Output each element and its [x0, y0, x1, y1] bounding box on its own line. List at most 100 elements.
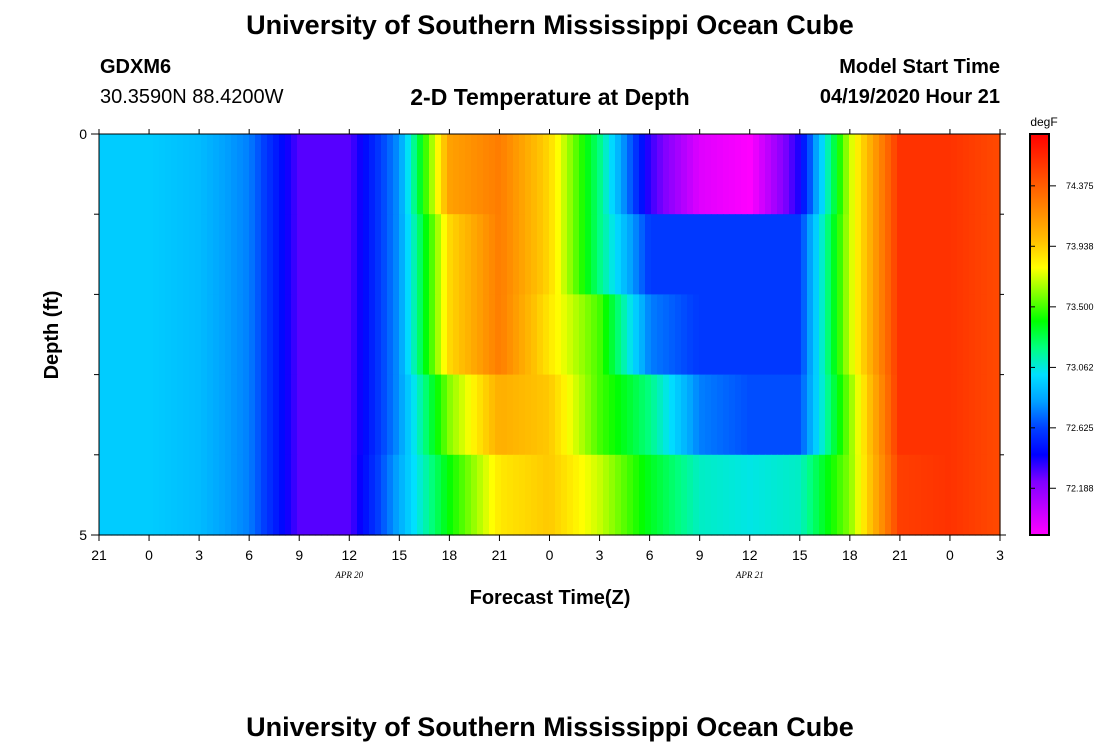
- heatmap-cell: [927, 294, 934, 376]
- heatmap-cell: [615, 454, 622, 536]
- heatmap-cell: [651, 134, 658, 215]
- heatmap-cell: [447, 214, 454, 295]
- heatmap-cell: [681, 134, 688, 215]
- heatmap-cell: [453, 374, 460, 456]
- heatmap-cell: [699, 454, 706, 536]
- model-start-time: 04/19/2020 Hour 21: [819, 86, 1000, 108]
- heatmap-cell: [537, 374, 544, 456]
- heatmap-cell: [561, 214, 568, 295]
- heatmap-cell: [273, 134, 280, 215]
- heatmap-cell: [987, 454, 994, 536]
- heatmap-cell: [627, 134, 634, 215]
- heatmap-cell: [453, 214, 460, 295]
- heatmap-cell: [849, 134, 856, 215]
- heatmap-cell: [99, 374, 106, 456]
- heatmap-cell: [501, 134, 508, 215]
- heatmap-cell: [513, 214, 520, 295]
- heatmap-cell: [891, 134, 898, 215]
- heatmap-cell: [435, 214, 442, 295]
- heatmap-cell: [783, 454, 790, 536]
- heatmap-cell: [867, 374, 874, 456]
- heatmap-cell: [849, 374, 856, 456]
- heatmap-cell: [471, 374, 478, 456]
- heatmap-cell: [687, 214, 694, 295]
- heatmap-cell: [525, 374, 532, 456]
- heatmap-cell: [741, 374, 748, 456]
- heatmap-cell: [555, 374, 562, 456]
- heatmap-cell: [927, 214, 934, 295]
- heatmap-cell: [879, 374, 886, 456]
- heatmap-cell: [297, 374, 304, 456]
- heatmap-cell: [897, 454, 904, 536]
- heatmap-cell: [381, 294, 388, 376]
- station-id: GDXM6: [100, 56, 172, 78]
- heatmap-cell: [513, 454, 520, 536]
- heatmap-cell: [393, 214, 400, 295]
- heatmap-cell: [609, 214, 616, 295]
- heatmap-cell: [891, 294, 898, 376]
- heatmap-cell: [801, 374, 808, 456]
- heatmap-cell: [321, 454, 328, 536]
- x-tick-label: 21: [91, 547, 107, 563]
- heatmap-cell: [813, 454, 820, 536]
- y-tick-label: 5: [79, 527, 87, 543]
- x-tick-label: 6: [245, 547, 253, 563]
- heatmap-cell: [537, 214, 544, 295]
- heatmap-cell: [903, 454, 910, 536]
- heatmap-cell: [897, 374, 904, 456]
- heatmap-cell: [975, 294, 982, 376]
- heatmap-cell: [129, 134, 136, 215]
- heatmap-cell: [777, 134, 784, 215]
- heatmap-cell: [423, 374, 430, 456]
- heatmap-cell: [165, 214, 172, 295]
- heatmap-cell: [321, 214, 328, 295]
- heatmap-cell: [141, 294, 148, 376]
- heatmap-cell: [663, 374, 670, 456]
- heatmap-cell: [363, 134, 370, 215]
- y-tick-label: 0: [79, 126, 87, 142]
- heatmap-cell: [213, 454, 220, 536]
- heatmap-cell: [729, 134, 736, 215]
- heatmap-cell: [561, 374, 568, 456]
- heatmap-cell: [153, 374, 160, 456]
- heatmap-cell: [381, 374, 388, 456]
- heatmap-cell: [717, 294, 724, 376]
- heatmap-cell: [855, 134, 862, 215]
- heatmap-cell: [393, 454, 400, 536]
- heatmap-cell: [345, 294, 352, 376]
- heatmap-cell: [549, 454, 556, 536]
- heatmap-cell: [387, 134, 394, 215]
- heatmap-cell: [627, 214, 634, 295]
- heatmap-cell: [615, 294, 622, 376]
- heatmap-cell: [843, 454, 850, 536]
- heatmap-cell: [339, 134, 346, 215]
- heatmap-cell: [303, 214, 310, 295]
- heatmap-cell: [753, 454, 760, 536]
- heatmap-cell: [135, 294, 142, 376]
- heatmap-cell: [561, 294, 568, 376]
- heatmap-cell: [909, 294, 916, 376]
- heatmap-cell: [483, 134, 490, 215]
- x-date-label: APR 20: [334, 570, 363, 580]
- heatmap-cell: [327, 294, 334, 376]
- heatmap-cell: [555, 294, 562, 376]
- heatmap-cell: [609, 294, 616, 376]
- colorbar-tick-label: 74.375: [1066, 181, 1094, 191]
- heatmap-cell: [615, 134, 622, 215]
- heatmap-cell: [567, 134, 574, 215]
- heatmap-cell: [489, 374, 496, 456]
- heatmap-cell: [777, 454, 784, 536]
- heatmap-cell: [501, 374, 508, 456]
- heatmap-cell: [351, 214, 358, 295]
- heatmap-cell: [735, 454, 742, 536]
- heatmap-cell: [531, 214, 538, 295]
- heatmap-cell: [993, 454, 1000, 536]
- heatmap-cell: [909, 134, 916, 215]
- heatmap-cell: [303, 294, 310, 376]
- heatmap-cell: [423, 214, 430, 295]
- heatmap-cell: [519, 374, 526, 456]
- heatmap-cell: [129, 374, 136, 456]
- heatmap-cell: [747, 134, 754, 215]
- heatmap-cell: [99, 294, 106, 376]
